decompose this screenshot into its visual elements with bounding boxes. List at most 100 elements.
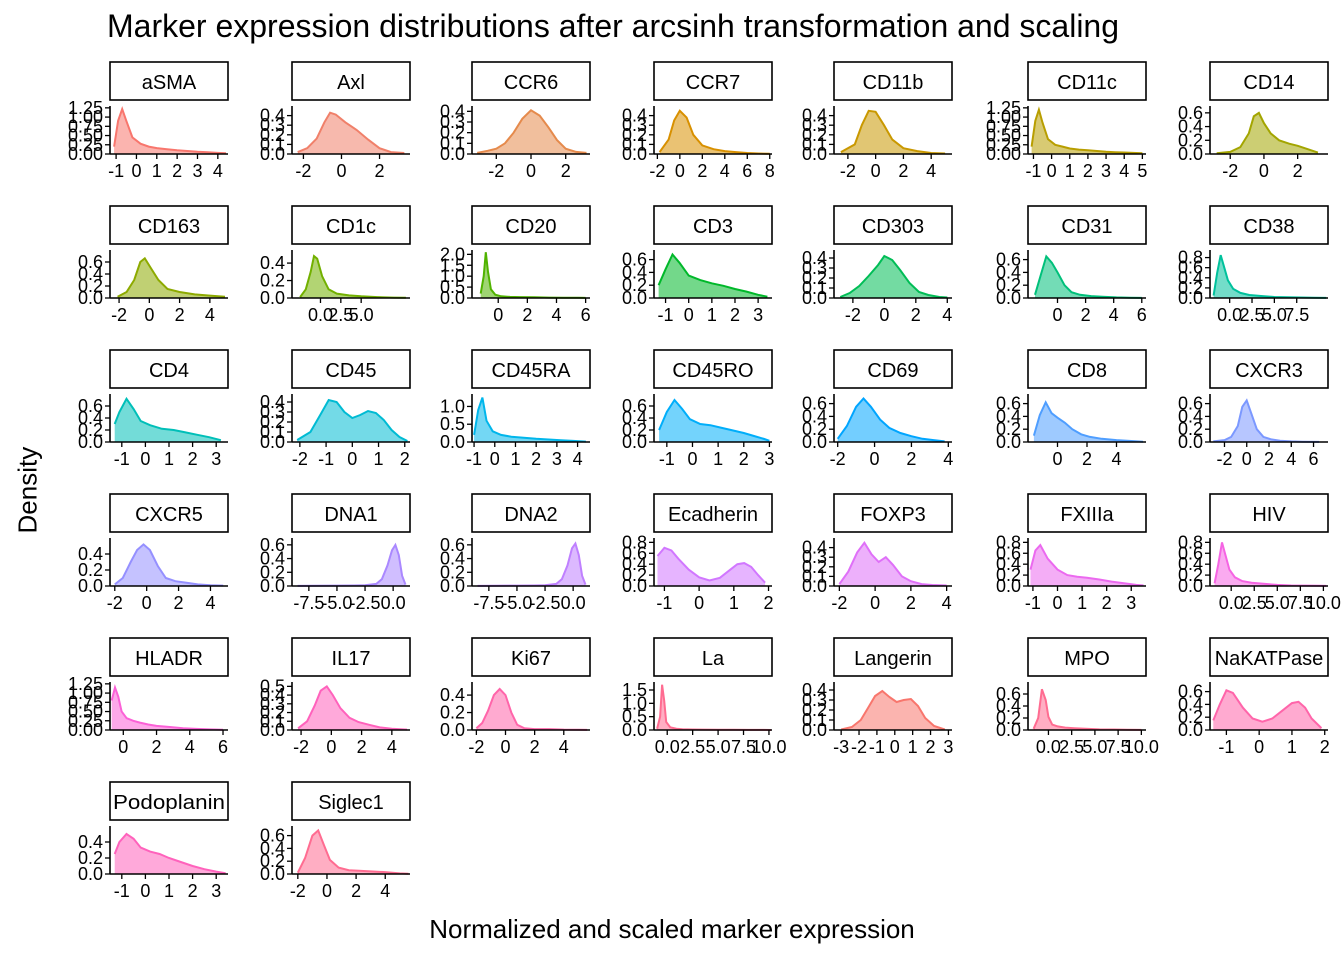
- panel-strip-label: FXIIIa: [1060, 504, 1114, 526]
- x-tick-label: 4: [387, 737, 397, 757]
- panel-axl: Axl -2 0 2 0.00.10.20.30.4: [260, 61, 411, 181]
- panel-strip: [1027, 637, 1147, 677]
- y-tick-label: 0.6: [622, 396, 647, 416]
- x-tick-label: 0: [490, 449, 500, 469]
- panel-strip: [1027, 205, 1147, 245]
- panel-strip-label: CD45RA: [492, 360, 572, 382]
- x-tick-label: -1: [1025, 161, 1041, 181]
- y-tick-label: 0.4: [622, 262, 647, 282]
- x-tick-label: 7.5: [1106, 737, 1131, 757]
- panel-strip-label: CD11b: [863, 72, 924, 94]
- y-tick-label: 0.25: [68, 711, 103, 731]
- y-tick-label: 0.2: [996, 275, 1021, 295]
- x-tick-label: 1: [707, 305, 717, 325]
- panel-strip: [1209, 349, 1329, 389]
- chart-title: Marker expression distributions after ar…: [107, 8, 1120, 44]
- y-tick-label: 0.4: [802, 248, 827, 268]
- x-tick-label: 0: [675, 161, 685, 181]
- panel-strip: [833, 61, 953, 101]
- y-tick-label: 0.3: [260, 402, 285, 422]
- panel-strip: [109, 637, 229, 677]
- x-tick-label: -2: [468, 737, 484, 757]
- y-tick-label: 1.25: [68, 674, 103, 694]
- panel-strip: [653, 493, 773, 533]
- panel-strip: [1209, 637, 1329, 677]
- x-tick-label: 0.0: [1219, 593, 1244, 613]
- density-area: [476, 689, 588, 730]
- x-tick-label: -1: [869, 737, 885, 757]
- panel-ccr7: CCR7 -2 0 2 4 6 8 0.00.10.20.30.4: [622, 61, 775, 181]
- x-tick-label: -2: [292, 449, 308, 469]
- panel-strip-label: Ecadherin: [668, 504, 758, 526]
- panel-cd303: CD303 -2 0 2 4 0.00.10.20.30.4: [802, 205, 953, 325]
- panel-strip: [833, 493, 953, 533]
- y-tick-label: 0.50: [68, 126, 103, 146]
- density-area: [657, 684, 771, 730]
- y-tick-label: 0.0: [802, 144, 827, 164]
- density-line: [110, 684, 224, 731]
- x-tick-label: 1: [713, 449, 723, 469]
- panel-strip-label: aSMA: [142, 72, 197, 94]
- x-tick-label: 2: [1083, 161, 1093, 181]
- y-tick-label: 0.6: [1178, 543, 1203, 563]
- panel-cd45ro: CD45RO -1 0 1 2 3 0.00.20.40.6: [622, 349, 774, 469]
- density-area: [1031, 109, 1143, 154]
- y-tick-label: 0.0: [1178, 576, 1203, 596]
- y-tick-label: 0.8: [1178, 248, 1203, 268]
- y-tick-label: 0.4: [78, 832, 103, 852]
- y-tick-label: 0.4: [622, 554, 647, 574]
- x-tick-label: 1: [729, 593, 739, 613]
- x-tick-label: 0: [694, 593, 704, 613]
- x-tick-label: 2: [531, 449, 541, 469]
- panel-strip-label: CD1c: [326, 216, 376, 238]
- x-tick-label: -2: [290, 881, 306, 901]
- density-area: [840, 110, 946, 154]
- panel-strip: [471, 61, 591, 101]
- x-tick-label: 0.0: [1036, 737, 1061, 757]
- y-tick-label: 0.0: [260, 288, 285, 308]
- x-tick-label: 3: [753, 305, 763, 325]
- y-tick-label: 1.0: [622, 693, 647, 713]
- y-tick-label: 0.8: [996, 532, 1021, 552]
- y-tick-label: 0.1: [440, 133, 465, 153]
- density-line: [838, 541, 947, 587]
- density-area: [297, 112, 405, 154]
- x-tick-label: -1: [114, 881, 130, 901]
- x-tick-label: 1: [1065, 161, 1075, 181]
- x-tick-label: -2: [649, 161, 665, 181]
- y-tick-label: 0.1: [260, 711, 285, 731]
- x-tick-label: -2: [111, 305, 127, 325]
- y-tick-label: 0.6: [1178, 682, 1203, 702]
- density-area: [1033, 689, 1142, 730]
- y-tick-label: 0.4: [260, 549, 285, 569]
- y-tick-label: 0.2: [802, 557, 827, 577]
- panel-strip-label: CD163: [138, 216, 200, 238]
- panel-strip: [653, 637, 773, 677]
- density-line: [473, 397, 586, 443]
- y-tick-label: 0.0: [260, 720, 285, 740]
- x-tick-label: 7.5: [1284, 305, 1309, 325]
- density-line: [1212, 689, 1323, 729]
- panel-strip-label: FOXP3: [860, 504, 926, 526]
- panel-strip: [109, 61, 229, 101]
- y-tick-label: 0.1: [802, 134, 827, 154]
- panel-la: La0.0 2.5 5.0 7.510.00.00.51.01.5: [622, 637, 786, 757]
- panel-strip: [471, 637, 591, 677]
- y-tick-label: 1.0: [440, 266, 465, 286]
- x-tick-label: 1: [374, 449, 384, 469]
- x-tick-label: 2: [1102, 593, 1112, 613]
- x-tick-label: 8: [765, 161, 775, 181]
- density-area: [297, 830, 409, 874]
- density-area: [837, 398, 945, 442]
- x-tick-label: 2: [174, 593, 184, 613]
- y-tick-label: 0.2: [802, 700, 827, 720]
- panel-strip: [109, 493, 229, 533]
- y-tick-label: 0.4: [260, 253, 285, 273]
- density-area: [477, 543, 586, 586]
- panel-cd11c: CD11c -1 0 1 2 3 4 5 0.000.250.500.751.001.25: [986, 61, 1147, 181]
- y-tick-label: 0.2: [78, 560, 103, 580]
- y-tick-label: 0.6: [78, 252, 103, 272]
- x-tick-label: -1: [108, 161, 124, 181]
- x-tick-label: 4: [551, 305, 561, 325]
